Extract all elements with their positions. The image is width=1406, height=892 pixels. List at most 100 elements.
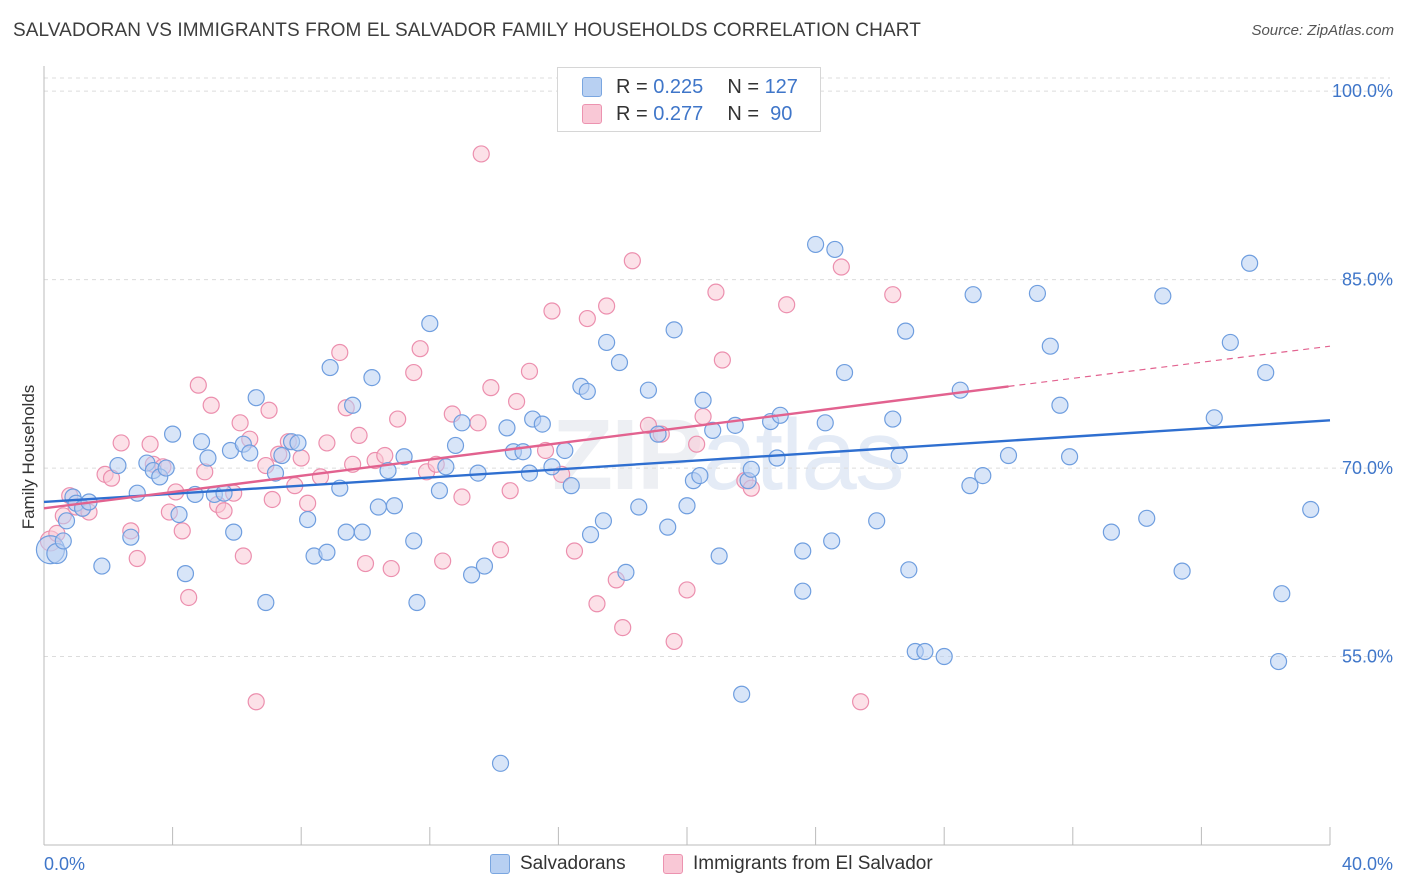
point-salvadorans: [437, 458, 455, 476]
point-salvadorans: [369, 498, 387, 516]
point-salvadorans: [405, 532, 423, 550]
point-immigrants: [389, 410, 407, 428]
point-salvadorans: [964, 286, 982, 304]
point-salvadorans: [742, 460, 760, 478]
point-salvadorans: [710, 547, 728, 565]
trend-layer: [43, 345, 1331, 510]
point-immigrants: [202, 396, 220, 414]
point-immigrants: [112, 434, 130, 452]
point-immigrants: [665, 632, 683, 651]
point-salvadorans: [337, 523, 355, 541]
point-salvadorans: [430, 482, 449, 500]
point-salvadorans: [192, 433, 211, 451]
series-salvadorans-points: [35, 235, 1320, 772]
point-salvadorans: [421, 314, 439, 333]
point-salvadorans: [247, 389, 265, 407]
point-salvadorans: [900, 561, 918, 579]
point-salvadorans: [128, 484, 146, 502]
point-immigrants: [180, 588, 198, 607]
point-salvadorans: [157, 459, 175, 477]
point-salvadorans: [951, 381, 969, 399]
point-salvadorans: [816, 414, 834, 432]
point-salvadorans: [273, 446, 291, 465]
point-salvadorans: [868, 512, 886, 530]
point-immigrants: [189, 376, 207, 394]
point-salvadorans: [704, 421, 722, 439]
point-salvadorans: [1273, 585, 1291, 603]
trend-line-salvadorans: [43, 419, 1331, 504]
point-salvadorans: [1041, 337, 1059, 355]
point-salvadorans: [170, 505, 188, 524]
point-salvadorans: [446, 436, 465, 455]
point-salvadorans: [578, 382, 596, 401]
point-immigrants: [318, 434, 336, 452]
point-salvadorans: [794, 542, 812, 560]
point-salvadorans: [344, 396, 362, 414]
point-salvadorans: [266, 464, 285, 482]
point-salvadorans: [1269, 652, 1288, 671]
legend-r-label: R =: [616, 102, 648, 125]
point-salvadorans: [520, 464, 539, 482]
point-salvadorans: [225, 523, 243, 541]
point-salvadorans: [768, 449, 786, 467]
point-immigrants: [411, 340, 429, 358]
point-immigrants: [215, 502, 233, 520]
point-salvadorans: [215, 484, 233, 502]
point-immigrants: [141, 435, 159, 453]
legend-r-value: 0.277: [653, 102, 704, 125]
point-salvadorans: [363, 369, 381, 387]
point-immigrants: [234, 547, 252, 565]
x-tick-label-max: 40.0%: [1342, 854, 1393, 874]
point-salvadorans: [974, 467, 992, 485]
legend-r-label: R =: [616, 75, 648, 98]
bottom-legend-swatch-pink: [663, 854, 683, 874]
point-salvadorans: [961, 477, 979, 495]
point-salvadorans: [57, 512, 76, 530]
point-immigrants: [434, 552, 452, 570]
point-immigrants: [598, 297, 616, 315]
legend-n-value: 127: [764, 75, 798, 98]
point-salvadorans: [916, 642, 934, 661]
point-immigrants: [707, 283, 725, 301]
point-salvadorans: [491, 754, 510, 772]
point-salvadorans: [1257, 363, 1275, 382]
point-salvadorans: [935, 647, 953, 666]
legend-swatch-pink: [582, 104, 602, 124]
point-immigrants: [231, 414, 249, 432]
point-immigrants: [623, 252, 641, 270]
point-immigrants: [472, 145, 490, 163]
point-immigrants: [356, 554, 375, 573]
point-salvadorans: [299, 510, 317, 529]
point-salvadorans: [659, 518, 677, 536]
point-salvadorans: [823, 532, 841, 550]
point-salvadorans: [318, 543, 336, 561]
point-salvadorans: [385, 497, 404, 515]
legend-swatch-blue: [582, 77, 602, 97]
point-salvadorans: [321, 358, 339, 377]
point-immigrants: [173, 522, 191, 540]
point-salvadorans: [610, 353, 629, 372]
point-immigrants: [688, 435, 706, 453]
y-tick-label: 55.0%: [1342, 647, 1393, 667]
axes-layer: [43, 66, 1331, 846]
point-salvadorans: [1221, 333, 1239, 352]
point-salvadorans: [639, 381, 658, 399]
point-immigrants: [292, 449, 310, 467]
point-salvadorans: [897, 322, 915, 340]
bottom-legend-label-salvadorans: Salvadorans: [520, 853, 626, 874]
point-salvadorans: [649, 425, 667, 443]
point-salvadorans: [122, 528, 140, 546]
point-salvadorans: [1102, 523, 1120, 541]
point-immigrants: [713, 351, 731, 369]
point-immigrants: [543, 302, 561, 320]
bottom-legend-immigrants: Immigrants from El Salvador: [663, 851, 933, 877]
source-label: Source: ZipAtlas.com: [1251, 22, 1394, 39]
point-salvadorans: [1205, 409, 1223, 427]
point-salvadorans: [289, 434, 307, 452]
point-salvadorans: [241, 444, 259, 462]
labels-layer: 55.0% 70.0% 85.0% 100.0% 0.0% 40.0% Family Hou…: [19, 81, 1393, 874]
point-salvadorans: [1302, 500, 1320, 519]
point-immigrants: [350, 426, 368, 444]
trend-line-immigrants: [43, 385, 1009, 510]
